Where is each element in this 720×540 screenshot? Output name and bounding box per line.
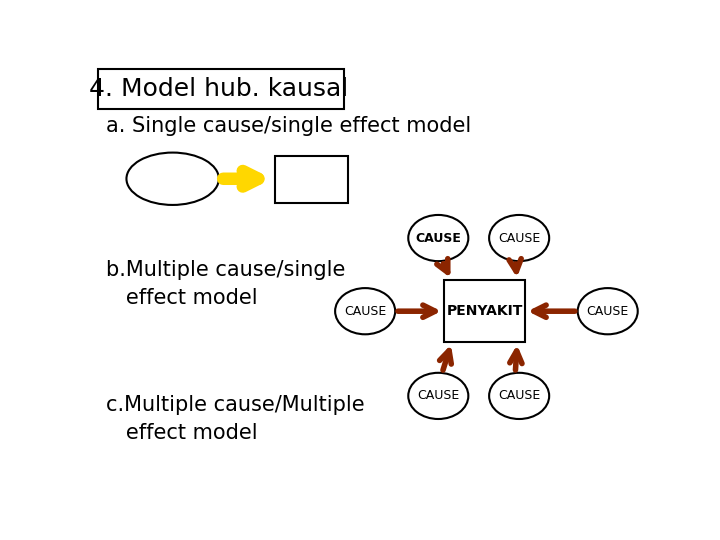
Text: CAUSE: CAUSE [417,389,459,402]
Text: PENYAKIT: PENYAKIT [446,304,523,318]
FancyBboxPatch shape [275,156,348,204]
Text: CAUSE: CAUSE [498,232,540,245]
Ellipse shape [577,288,638,334]
Text: CAUSE: CAUSE [415,232,462,245]
Ellipse shape [127,153,219,205]
FancyBboxPatch shape [98,69,344,109]
Ellipse shape [489,215,549,261]
FancyBboxPatch shape [444,280,525,342]
Text: b.Multiple cause/single
   effect model: b.Multiple cause/single effect model [106,260,345,308]
Text: c.Multiple cause/Multiple
   effect model: c.Multiple cause/Multiple effect model [106,395,364,443]
Ellipse shape [335,288,395,334]
Text: CAUSE: CAUSE [587,305,629,318]
Ellipse shape [489,373,549,419]
Ellipse shape [408,373,468,419]
Text: CAUSE: CAUSE [344,305,386,318]
Text: CAUSE: CAUSE [498,389,540,402]
Text: 4. Model hub. kausal: 4. Model hub. kausal [89,77,348,100]
Text: a. Single cause/single effect model: a. Single cause/single effect model [106,117,471,137]
Ellipse shape [408,215,468,261]
